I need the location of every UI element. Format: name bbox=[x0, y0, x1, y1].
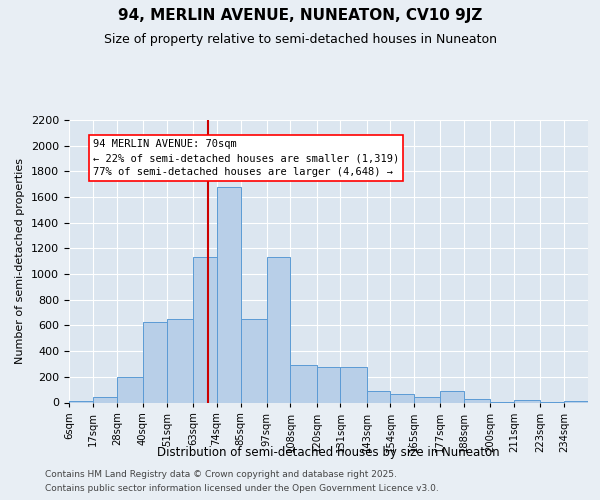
Bar bbox=[167, 319, 193, 402]
Text: Distribution of semi-detached houses by size in Nuneaton: Distribution of semi-detached houses by … bbox=[157, 446, 500, 459]
Bar bbox=[241, 319, 266, 402]
Text: 94, MERLIN AVENUE, NUNEATON, CV10 9JZ: 94, MERLIN AVENUE, NUNEATON, CV10 9JZ bbox=[118, 8, 482, 23]
Bar bbox=[464, 400, 490, 402]
Bar bbox=[266, 258, 290, 402]
Bar bbox=[317, 366, 340, 402]
Bar bbox=[340, 366, 367, 402]
Bar bbox=[69, 400, 93, 402]
Bar bbox=[143, 322, 167, 402]
Text: 94 MERLIN AVENUE: 70sqm
← 22% of semi-detached houses are smaller (1,319)
77% of: 94 MERLIN AVENUE: 70sqm ← 22% of semi-de… bbox=[93, 140, 399, 177]
Bar bbox=[564, 401, 588, 402]
Bar bbox=[414, 398, 440, 402]
Bar bbox=[514, 400, 540, 402]
Bar bbox=[391, 394, 414, 402]
Bar bbox=[367, 391, 391, 402]
Text: Contains public sector information licensed under the Open Government Licence v3: Contains public sector information licen… bbox=[45, 484, 439, 493]
Text: Size of property relative to semi-detached houses in Nuneaton: Size of property relative to semi-detach… bbox=[104, 33, 497, 46]
Bar bbox=[440, 391, 464, 402]
Bar bbox=[290, 366, 317, 403]
Y-axis label: Number of semi-detached properties: Number of semi-detached properties bbox=[16, 158, 25, 364]
Bar bbox=[117, 377, 143, 402]
Bar bbox=[193, 258, 217, 402]
Bar bbox=[93, 398, 117, 402]
Bar bbox=[217, 187, 241, 402]
Text: Contains HM Land Registry data © Crown copyright and database right 2025.: Contains HM Land Registry data © Crown c… bbox=[45, 470, 397, 479]
